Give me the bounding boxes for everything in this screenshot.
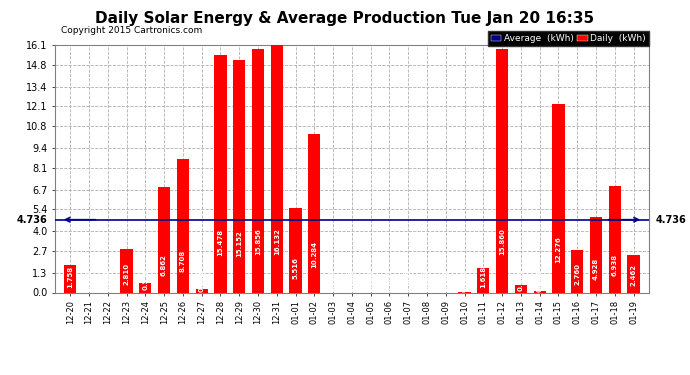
- Text: 0.476: 0.476: [518, 268, 524, 291]
- Text: 2.810: 2.810: [124, 263, 130, 285]
- Text: 0.000: 0.000: [86, 270, 92, 292]
- Text: 12.276: 12.276: [555, 237, 562, 263]
- Text: 0.000: 0.000: [405, 270, 411, 292]
- Text: 4.928: 4.928: [593, 258, 599, 280]
- Bar: [308, 134, 320, 292]
- Bar: [553, 104, 564, 292]
- Text: 0.030: 0.030: [462, 270, 468, 292]
- Bar: [627, 255, 640, 292]
- Bar: [290, 208, 302, 292]
- Text: 0.000: 0.000: [349, 270, 355, 292]
- Text: 0.000: 0.000: [368, 270, 374, 292]
- Text: 0.000: 0.000: [330, 270, 336, 292]
- Text: 0.000: 0.000: [424, 270, 430, 292]
- Bar: [252, 49, 264, 292]
- Text: 10.284: 10.284: [311, 241, 317, 268]
- Text: 1.618: 1.618: [480, 266, 486, 288]
- Bar: [139, 284, 151, 292]
- Bar: [477, 268, 489, 292]
- Text: 4.736: 4.736: [17, 215, 48, 225]
- Text: 6.938: 6.938: [612, 254, 618, 276]
- Text: Copyright 2015 Cartronics.com: Copyright 2015 Cartronics.com: [61, 26, 202, 35]
- Text: 6.862: 6.862: [161, 254, 167, 276]
- Text: 0.000: 0.000: [386, 270, 393, 292]
- Text: 15.152: 15.152: [236, 230, 242, 257]
- Bar: [571, 250, 583, 292]
- Bar: [215, 54, 226, 292]
- Text: 1.758: 1.758: [67, 266, 73, 288]
- Bar: [609, 186, 621, 292]
- Text: 5.516: 5.516: [293, 257, 299, 279]
- Text: 15.860: 15.860: [499, 228, 505, 255]
- Bar: [496, 49, 509, 292]
- Bar: [64, 266, 77, 292]
- Bar: [158, 187, 170, 292]
- Text: 0.000: 0.000: [105, 270, 111, 292]
- Text: 0.208: 0.208: [199, 270, 205, 292]
- Text: 15.856: 15.856: [255, 228, 261, 255]
- Bar: [195, 289, 208, 292]
- Text: 15.478: 15.478: [217, 229, 224, 256]
- Bar: [515, 285, 527, 292]
- Text: 0.000: 0.000: [443, 270, 448, 292]
- Text: 2.462: 2.462: [631, 264, 637, 286]
- Bar: [533, 291, 546, 292]
- Text: 0.590: 0.590: [142, 268, 148, 290]
- Bar: [233, 60, 246, 292]
- Text: 4.736: 4.736: [656, 215, 687, 225]
- Bar: [270, 45, 283, 292]
- Legend: Average  (kWh), Daily  (kWh): Average (kWh), Daily (kWh): [488, 32, 649, 46]
- Bar: [590, 217, 602, 292]
- Text: 8.708: 8.708: [180, 249, 186, 272]
- Text: 0.108: 0.108: [537, 270, 542, 292]
- Bar: [177, 159, 189, 292]
- Text: 16.132: 16.132: [274, 228, 279, 255]
- Text: 2.760: 2.760: [574, 263, 580, 285]
- Bar: [121, 249, 132, 292]
- Text: Daily Solar Energy & Average Production Tue Jan 20 16:35: Daily Solar Energy & Average Production …: [95, 11, 595, 26]
